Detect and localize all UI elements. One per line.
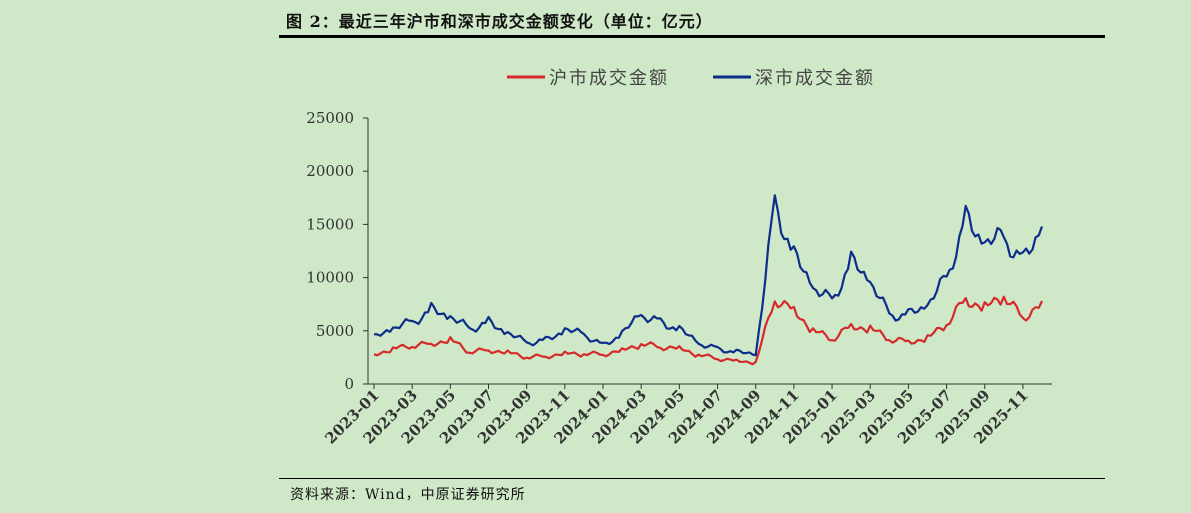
chart-title: 图 2：最近三年沪市和深市成交金额变化（单位：亿元）: [286, 12, 713, 31]
legend-label: 深市成交金额: [755, 68, 875, 89]
y-tick-label: 5000: [316, 322, 354, 340]
y-tick-label: 0: [344, 375, 354, 393]
chart-series: [373, 194, 1044, 366]
source-note: 资料来源：Wind，中原证券研究所: [290, 487, 526, 503]
y-tick-label: 25000: [306, 109, 354, 127]
legend-label: 沪市成交金额: [549, 68, 669, 89]
bottom-rule: [279, 478, 1105, 479]
series-line-shenzhen: [373, 194, 1044, 357]
y-tick-label: 20000: [306, 162, 354, 180]
y-tick-label: 10000: [306, 269, 354, 287]
series-line-shanghai: [373, 295, 1043, 366]
chart-legend: 沪市成交金额 深市成交金额: [507, 68, 875, 89]
top-rule: [279, 35, 1105, 38]
y-tick-label: 15000: [306, 215, 354, 233]
